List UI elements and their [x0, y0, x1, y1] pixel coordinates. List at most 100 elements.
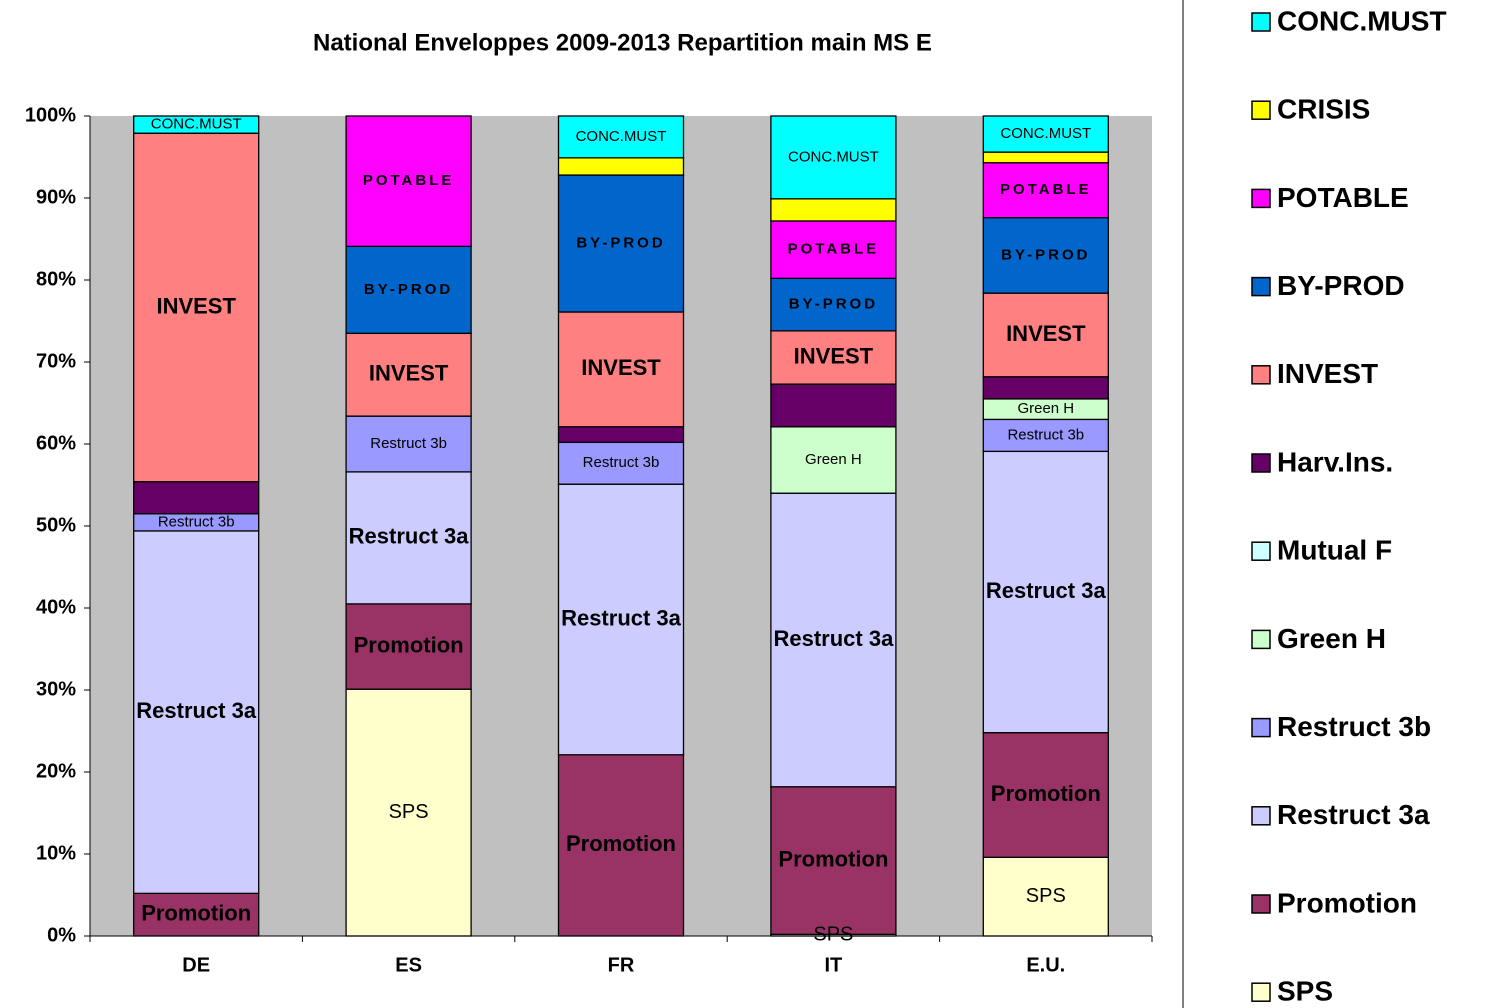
- legend-swatch: [1251, 541, 1271, 561]
- legend-swatch: [1251, 12, 1271, 32]
- segment-label: INVEST: [156, 293, 236, 318]
- y-tick-label: 60%: [36, 432, 76, 454]
- bar-segment: [982, 376, 1109, 400]
- segment-label: Restruct 3a: [561, 605, 682, 630]
- segment-label: CONC.MUST: [1000, 125, 1091, 142]
- legend-label: Harv.Ins.: [1277, 446, 1393, 477]
- bar-segment: [770, 115, 897, 200]
- bar-segment: [982, 856, 1109, 937]
- bar-segment: [345, 245, 472, 334]
- y-tick-label: 100%: [25, 104, 76, 126]
- legend-swatch: [1251, 717, 1271, 738]
- segment-label: Promotion: [991, 781, 1101, 806]
- bar-segment: [982, 292, 1109, 378]
- legend-label: Promotion: [1277, 887, 1417, 918]
- bar-segment: [345, 688, 472, 937]
- segment-label: Promotion: [141, 900, 251, 925]
- x-tick-label: E.U.: [1026, 954, 1065, 976]
- legend-swatch: [1251, 188, 1271, 209]
- y-tick-label: 70%: [36, 350, 76, 372]
- y-tick-label: 10%: [36, 842, 76, 864]
- legend-swatch: [1251, 806, 1271, 826]
- legend-label: Mutual F: [1277, 535, 1392, 566]
- chart-title: National Enveloppes 2009-2013 Repartitio…: [313, 29, 932, 56]
- bar-segment: [982, 162, 1109, 219]
- bar-segment: [982, 115, 1109, 153]
- bar-segment: [770, 492, 897, 788]
- segment-label: Restruct 3b: [1007, 426, 1084, 443]
- legend-label: CONC.MUST: [1277, 5, 1447, 36]
- bar-segment: [133, 530, 260, 895]
- segment-label: SPS: [813, 923, 853, 945]
- segment-label: BY-PROD: [364, 281, 453, 298]
- segment-label: BY-PROD: [1001, 246, 1090, 263]
- bar-segment: [982, 418, 1109, 453]
- legend-label: Restruct 3b: [1277, 711, 1431, 742]
- plot: 0% 10% 20% 30% 40% 50% 60% 70% 80% 90% 100% DE ES FR I…: [25, 104, 1153, 976]
- segment-label: Restruct 3a: [349, 524, 470, 549]
- legend-swatch: [1251, 982, 1271, 1002]
- segment-label: Restruct 3a: [136, 698, 257, 723]
- segment-label: POTABLE: [363, 172, 455, 189]
- legend-label: Restruct 3a: [1277, 799, 1430, 830]
- segment-label: Restruct 3a: [986, 578, 1107, 603]
- segment-label: POTABLE: [788, 241, 880, 258]
- legend-swatch: [1251, 453, 1271, 473]
- legend-label: INVEST: [1277, 358, 1378, 389]
- bar-segment: [345, 115, 472, 248]
- y-tick-label: 80%: [36, 268, 76, 290]
- segment-label: POTABLE: [1000, 181, 1092, 198]
- bar-segment: [133, 481, 260, 515]
- x-tick-label: FR: [608, 954, 635, 976]
- segment-label: Restruct 3b: [370, 435, 447, 452]
- legend-swatch: [1251, 100, 1271, 120]
- bar-segment: [557, 157, 685, 176]
- y-tick-label: 0%: [47, 924, 76, 946]
- segment-label: SPS: [1026, 885, 1066, 907]
- legend-panel: [1183, 0, 1497, 1008]
- legend-label: POTABLE: [1277, 182, 1409, 213]
- segment-label: Green H: [805, 451, 862, 468]
- legend-label: BY-PROD: [1277, 270, 1405, 301]
- bar-segment: [770, 330, 897, 385]
- legend-label: CRISIS: [1277, 94, 1370, 125]
- x-tick-label: DE: [182, 954, 210, 976]
- y-tick-label: 30%: [36, 678, 76, 700]
- y-tick-label: 20%: [36, 760, 76, 782]
- legend-swatch: [1251, 894, 1271, 914]
- x-tick-label: IT: [825, 954, 843, 976]
- segment-label: INVEST: [581, 355, 661, 380]
- segment-label: BY-PROD: [789, 296, 878, 313]
- bar-segment: [557, 754, 685, 937]
- segment-label: Restruct 3b: [158, 513, 235, 530]
- bar-segment: [133, 132, 260, 483]
- y-tick-label: 50%: [36, 514, 76, 536]
- bar-segment: [770, 220, 897, 280]
- segment-label: CONC.MUST: [788, 148, 879, 165]
- bar-segment: [770, 383, 897, 428]
- bar-segment: [770, 277, 897, 332]
- bar-segment: [557, 441, 685, 485]
- segment-label: SPS: [389, 801, 429, 823]
- segment-label: BY-PROD: [576, 234, 665, 251]
- segment-label: Promotion: [354, 632, 464, 657]
- segment-label: INVEST: [794, 343, 874, 368]
- bar-segment: [345, 332, 472, 417]
- legend-label: Green H: [1277, 623, 1386, 654]
- segment-label: Promotion: [566, 831, 676, 856]
- segment-label: INVEST: [1006, 321, 1086, 346]
- bar-segment: [557, 115, 685, 159]
- segment-label: Restruct 3b: [583, 454, 660, 471]
- bar-segment: [133, 892, 260, 937]
- bar-segment: [982, 450, 1109, 734]
- bar-segment: [345, 603, 472, 690]
- legend-swatch: [1251, 629, 1271, 650]
- bar-segment: [557, 311, 685, 428]
- segment-label: Promotion: [778, 846, 888, 871]
- bar-segment: [982, 731, 1109, 858]
- segment-label: Restruct 3a: [773, 626, 894, 651]
- bar-segment: [345, 415, 472, 473]
- legend: SPS Promotion Restruct 3a Restruct 3b Green …: [1251, 5, 1447, 1007]
- bar-segment: [557, 426, 685, 444]
